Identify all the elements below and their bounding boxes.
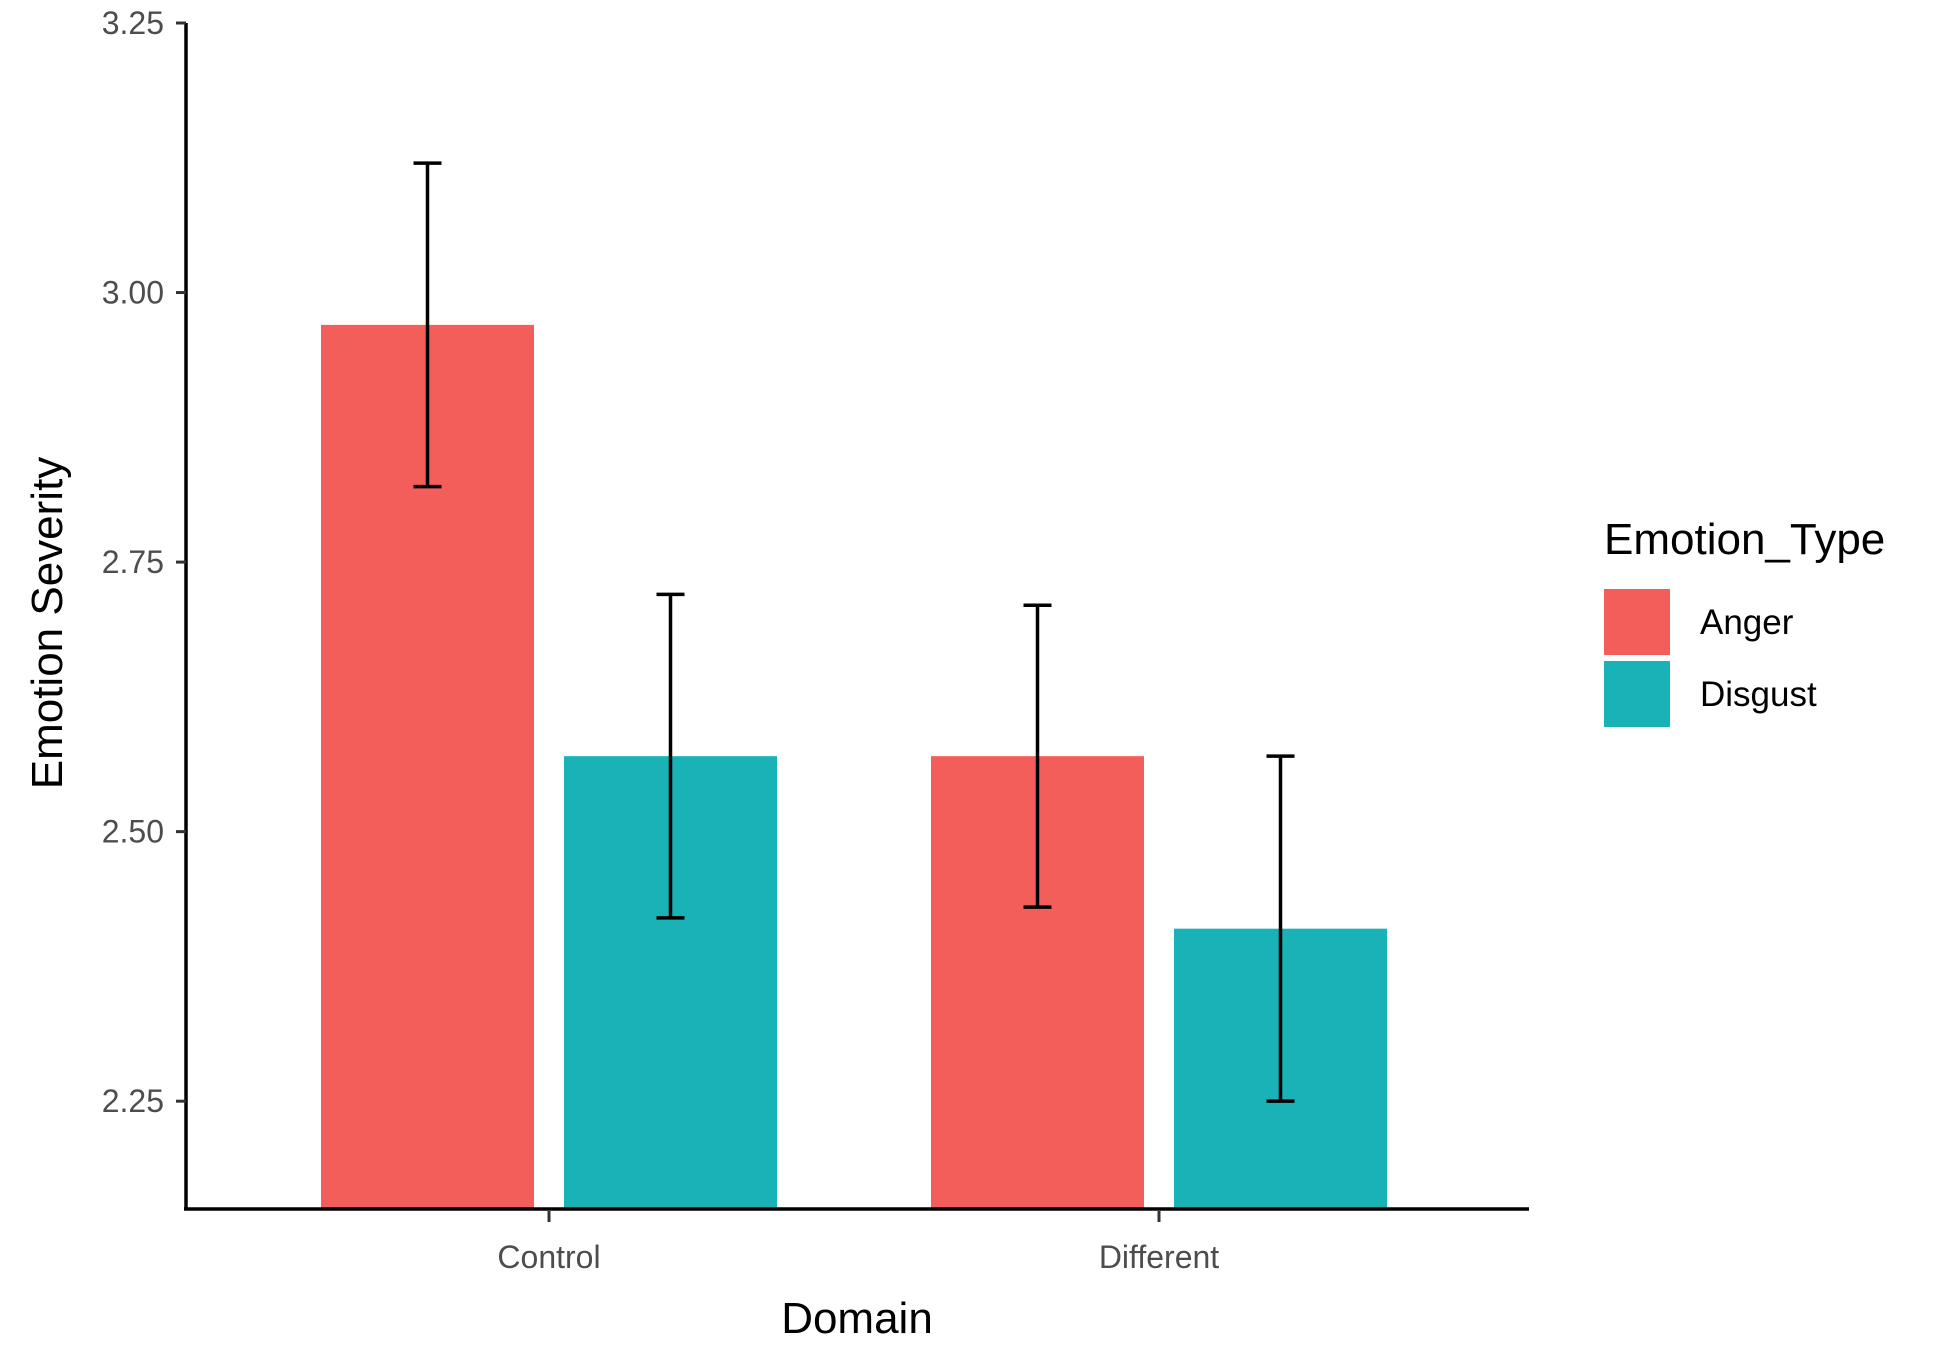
y-tick-label: 2.25 xyxy=(102,1083,164,1119)
error-bar xyxy=(1266,754,1295,1103)
y-axis-title: Emotion Severity xyxy=(23,457,72,790)
error-bar xyxy=(413,161,442,489)
y-tick-label: 3.00 xyxy=(102,275,164,311)
y-tick-label: 2.75 xyxy=(102,544,164,580)
legend-label: Anger xyxy=(1700,603,1794,642)
legend-label: Disgust xyxy=(1700,675,1817,714)
bars-layer xyxy=(321,324,1387,1210)
y-ticks-layer: 2.25 2.50 2.75 3.00 3.25 xyxy=(102,5,186,1119)
x-ticks-layer: Control Different xyxy=(497,1211,1219,1275)
legend-item-disgust: Disgust xyxy=(1604,661,1817,727)
legend-swatch xyxy=(1604,589,1670,655)
legend: Emotion_Type Anger Disgust xyxy=(1604,515,1885,727)
legend-swatch xyxy=(1604,661,1670,727)
y-tick-label: 3.25 xyxy=(102,5,164,41)
legend-title: Emotion_Type xyxy=(1604,515,1885,564)
x-axis-title: Domain xyxy=(781,1294,933,1343)
legend-item-anger: Anger xyxy=(1604,589,1794,655)
x-tick-label: Different xyxy=(1099,1239,1219,1275)
y-tick-label: 2.50 xyxy=(102,814,164,850)
axes-layer xyxy=(184,23,1529,1211)
error-bar xyxy=(1023,603,1052,909)
legend-items: Anger Disgust xyxy=(1604,589,1817,727)
x-tick-label: Control xyxy=(497,1239,600,1275)
error-bars-layer xyxy=(413,161,1295,1103)
error-bar xyxy=(656,592,685,920)
